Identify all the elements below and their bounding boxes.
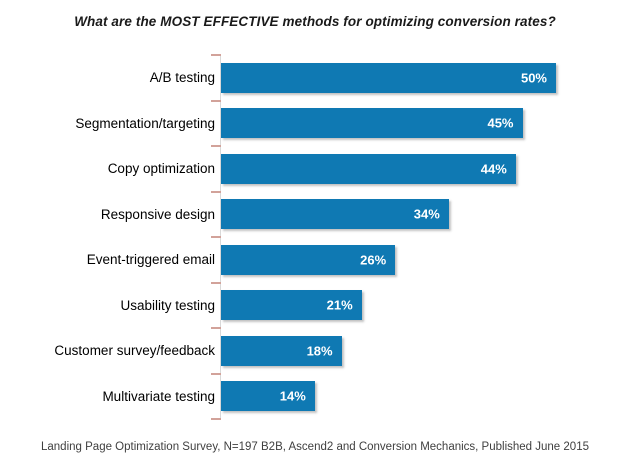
category-label: Multivariate testing	[102, 388, 215, 404]
bar-value-label: 34%	[413, 206, 440, 222]
bar-value-label: 26%	[360, 252, 387, 268]
category-label: Segmentation/targeting	[75, 115, 215, 131]
bar: 45%	[221, 108, 523, 139]
source-note: Landing Page Optimization Survey, N=197 …	[41, 441, 589, 453]
axis-tick	[211, 236, 221, 238]
axis-tick	[211, 145, 221, 147]
category-label: Usability testing	[120, 297, 215, 313]
bar-value-label: 45%	[487, 115, 514, 131]
bar-value-label: 21%	[326, 297, 353, 313]
axis-tick	[211, 327, 221, 329]
bar-row: 21%	[221, 283, 611, 329]
category-label: A/B testing	[149, 70, 215, 86]
bar-row: 44%	[221, 146, 611, 192]
chart-rows: 50% 45% 44% 34% 26% 21% 18% 14%	[221, 55, 611, 419]
category-label: Copy optimization	[107, 161, 215, 177]
bar-value-label: 14%	[279, 388, 306, 404]
category-labels: A/B testing Segmentation/targeting Copy op…	[0, 55, 215, 419]
axis-tick	[211, 99, 221, 102]
bar: 34%	[221, 199, 449, 230]
bar: 26%	[221, 244, 396, 275]
bar-row: 14%	[221, 374, 611, 420]
bar: 21%	[221, 290, 362, 321]
chart-title: What are the MOST EFFECTIVE methods for …	[74, 14, 556, 29]
bar: 44%	[221, 153, 516, 184]
bar: 50%	[221, 62, 556, 93]
bar: 18%	[221, 335, 342, 366]
axis-tick	[211, 372, 221, 375]
bar-row: 26%	[221, 237, 611, 283]
bar-value-label: 50%	[520, 70, 547, 86]
axis-tick	[211, 54, 221, 56]
bar-row: 50%	[221, 55, 611, 101]
axis-tick	[211, 281, 221, 284]
axis-tick	[211, 418, 221, 420]
bar-value-label: 18%	[306, 343, 333, 359]
category-label: Event-triggered email	[86, 252, 215, 268]
plot-area: 50% 45% 44% 34% 26% 21% 18% 14%	[211, 54, 611, 420]
bar: 14%	[221, 381, 315, 412]
category-label: Customer survey/feedback	[54, 343, 215, 359]
category-label: Responsive design	[100, 206, 215, 222]
axis-tick	[211, 190, 221, 193]
bar-row: 34%	[221, 192, 611, 238]
bar-row: 18%	[221, 328, 611, 374]
bar-value-label: 44%	[480, 161, 507, 177]
bar-row: 45%	[221, 101, 611, 147]
